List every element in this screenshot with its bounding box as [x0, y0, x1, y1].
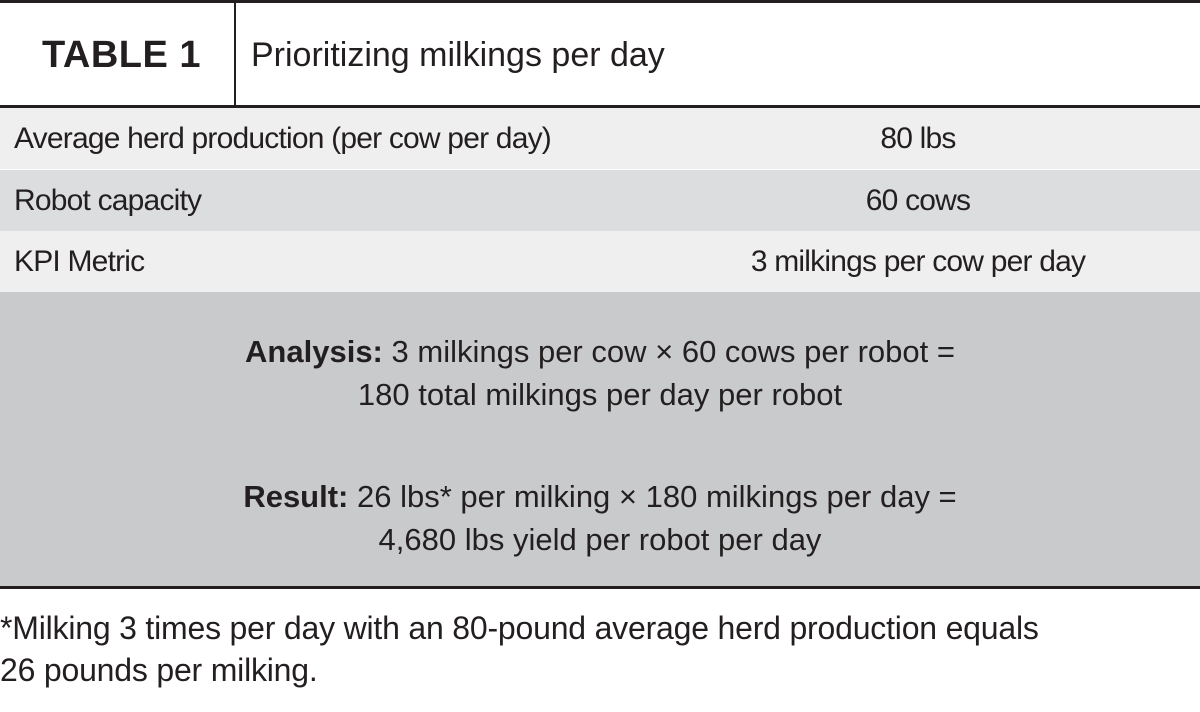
bottom-rule — [0, 586, 1200, 589]
table-row: Average herd production (per cow per day… — [0, 108, 1200, 169]
row-label: KPI Metric — [14, 245, 145, 278]
row-label: Average herd production (per cow per day… — [14, 122, 552, 155]
analysis-paragraph: Analysis: 3 milkings per cow × 60 cows p… — [0, 330, 1200, 416]
header-rule — [0, 105, 1200, 108]
footnote: *Milking 3 times per day with an 80-poun… — [0, 610, 1039, 646]
table-title: Prioritizing milkings per day — [251, 36, 665, 74]
footnote: 26 pounds per milking. — [0, 652, 318, 688]
header-divider — [234, 3, 236, 106]
analysis-text: 180 total milkings per day per robot — [357, 377, 843, 412]
analysis-text: 3 milkings per cow × 60 cows per robot = — [391, 334, 955, 369]
row-label: Robot capacity — [14, 184, 202, 217]
result-lead: Result: — [243, 479, 349, 514]
table-row: KPI Metric 3 milkings per cow per day — [0, 231, 1200, 292]
table-row: Robot capacity 60 cows — [0, 170, 1200, 231]
result-text: 4,680 lbs yield per robot per day — [378, 522, 822, 557]
result-paragraph: Result: 26 lbs* per milking × 180 milkin… — [0, 475, 1200, 561]
row-value: 80 lbs — [880, 122, 956, 155]
row-value: 3 milkings per cow per day — [750, 245, 1086, 278]
table-label: TABLE 1 — [42, 34, 202, 76]
top-rule — [0, 0, 1200, 3]
result-text: 26 lbs* per milking × 180 milkings per d… — [357, 479, 957, 514]
analysis-lead: Analysis: — [245, 334, 383, 369]
row-value: 60 cows — [865, 184, 971, 217]
analysis-panel: Analysis: 3 milkings per cow × 60 cows p… — [0, 292, 1200, 587]
